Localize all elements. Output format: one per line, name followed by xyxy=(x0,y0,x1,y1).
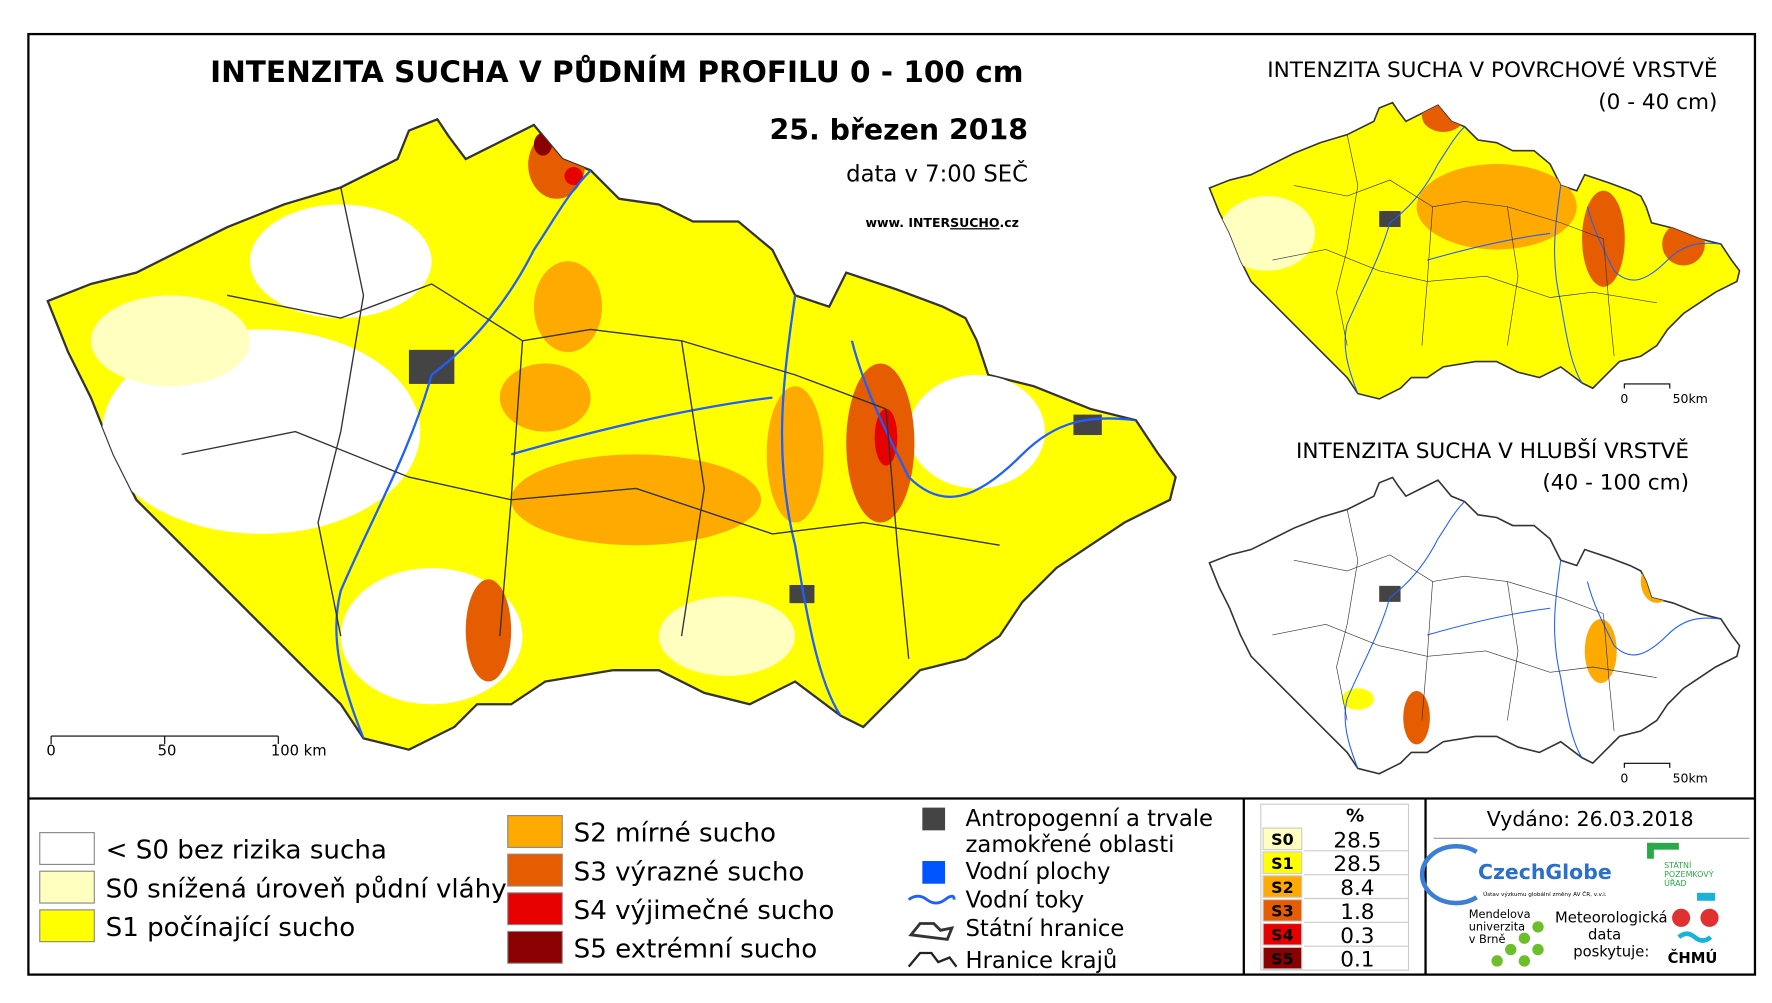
legend-label: Antropogenní a trvale xyxy=(966,806,1214,832)
legend-label: Hranice krajů xyxy=(966,947,1118,974)
table-cell xyxy=(1262,851,1303,875)
legend-swatch xyxy=(39,832,95,865)
logo-subtext: POZEMKOVÝ xyxy=(1664,868,1714,879)
logo-text: CzechGlobe xyxy=(1478,860,1612,884)
note: poskytuje: xyxy=(1573,943,1649,960)
main-title: INTENZITA SUCHA V PŮDNÍM PROFILU 0 - 100… xyxy=(210,53,1023,89)
legend-label: S2 mírné sucho xyxy=(574,819,776,849)
time: data v 7:00 SEČ xyxy=(846,160,1028,188)
table-label: S4 xyxy=(1271,926,1294,945)
issued: Vydáno: 26.03.2018 xyxy=(1487,807,1694,831)
logo-subtext: Ústav výzkumu globální změny AV ČR, v.v.… xyxy=(1483,891,1607,898)
legend-swatch xyxy=(507,930,563,964)
legend-label: < S0 bez rizika sucha xyxy=(106,836,387,866)
scale-label: 0 xyxy=(46,742,55,759)
website: www. INTERSUCHO.cz xyxy=(865,215,1018,230)
legend-swatch xyxy=(39,909,95,943)
table-value: 8.4 xyxy=(1340,876,1374,901)
note: Meteorologická xyxy=(1555,909,1667,926)
table-label: S1 xyxy=(1271,854,1294,873)
date: 25. březen 2018 xyxy=(769,114,1028,147)
table-cell xyxy=(1262,827,1303,851)
scale-label: 50km xyxy=(1673,391,1708,406)
table-value: 28.5 xyxy=(1333,852,1381,877)
legend-swatch xyxy=(907,951,958,968)
logo-text: ČHMÚ xyxy=(1668,949,1718,967)
table-value: 0.1 xyxy=(1340,948,1374,973)
legend-swatch xyxy=(907,894,956,905)
logo-subtext: univerzita xyxy=(1469,919,1525,933)
map-depth: (40 - 100 cm) xyxy=(1542,471,1689,496)
logo-subtext: STÁTNÍ xyxy=(1664,859,1692,870)
legend-label: Vodní plochy xyxy=(966,859,1111,885)
table-value: 28.5 xyxy=(1333,828,1381,853)
logo-subtext: ÚŘAD xyxy=(1664,877,1687,888)
main-map: 0 50 100 km xyxy=(46,118,1177,759)
scale-label: 0 xyxy=(1620,391,1628,406)
table-label: S3 xyxy=(1271,902,1294,921)
footer: Vydáno: 26.03.2018 CzechGlobe Ústav výzk… xyxy=(1419,807,1750,967)
legend-swatch xyxy=(507,853,563,887)
table-label: S2 xyxy=(1271,878,1294,897)
table-label: S5 xyxy=(1271,949,1294,968)
table-cell xyxy=(1262,922,1303,946)
website-part: .cz xyxy=(999,215,1018,230)
surface-map xyxy=(1208,101,1741,400)
legend-label: zamokřené oblasti xyxy=(966,832,1175,858)
legend-label: Vodní toky xyxy=(966,888,1085,914)
logo-subtext: v Brně xyxy=(1469,932,1506,946)
map-depth: (0 - 40 cm) xyxy=(1598,90,1717,115)
legend-label: Státní hranice xyxy=(966,916,1125,942)
legend: < S0 bez rizika sucha S0 snížená úroveň p… xyxy=(39,806,1214,974)
legend-label: S4 výjimečné sucho xyxy=(574,896,835,926)
table-header: % xyxy=(1346,805,1364,826)
scale-label: 50km xyxy=(1673,771,1708,786)
table-cell xyxy=(1262,946,1303,970)
note: data xyxy=(1588,926,1621,943)
legend-swatch xyxy=(922,807,946,831)
legend-swatch xyxy=(39,870,95,904)
table-cell xyxy=(1262,875,1303,898)
legend-swatch xyxy=(922,861,946,884)
legend-label: S0 snížená úroveň půdní vláhy xyxy=(106,874,507,904)
table-cell xyxy=(1262,899,1303,922)
scale-label: 0 xyxy=(1620,771,1628,786)
map-title: INTENZITA SUCHA V HLUBŠÍ VRSTVĚ xyxy=(1296,438,1689,464)
legend-label: S1 počínající sucho xyxy=(106,913,356,943)
stats-table: % S0 28.5 S1 28.5 S2 8.4 S3 1.8 S4 0.3 S5 0.1 xyxy=(1260,803,1410,973)
website-part: SUCHO xyxy=(950,215,999,230)
table-label: S0 xyxy=(1271,830,1294,849)
table-value: 1.8 xyxy=(1340,900,1374,925)
scale-label: 100 km xyxy=(271,742,327,759)
legend-swatch xyxy=(908,922,955,941)
logo-subtext: Mendelova xyxy=(1469,907,1531,921)
legend-label: S3 výrazné sucho xyxy=(574,857,805,887)
website-part: www. INTER xyxy=(865,215,950,230)
map-title: INTENZITA SUCHA V POVRCHOVÉ VRSTVĚ xyxy=(1267,57,1717,83)
scale-label: 50 xyxy=(158,742,177,759)
table-value: 0.3 xyxy=(1340,924,1374,949)
legend-swatch xyxy=(507,815,563,848)
legend-swatch xyxy=(507,892,563,926)
legend-label: S5 extrémní sucho xyxy=(574,935,818,965)
